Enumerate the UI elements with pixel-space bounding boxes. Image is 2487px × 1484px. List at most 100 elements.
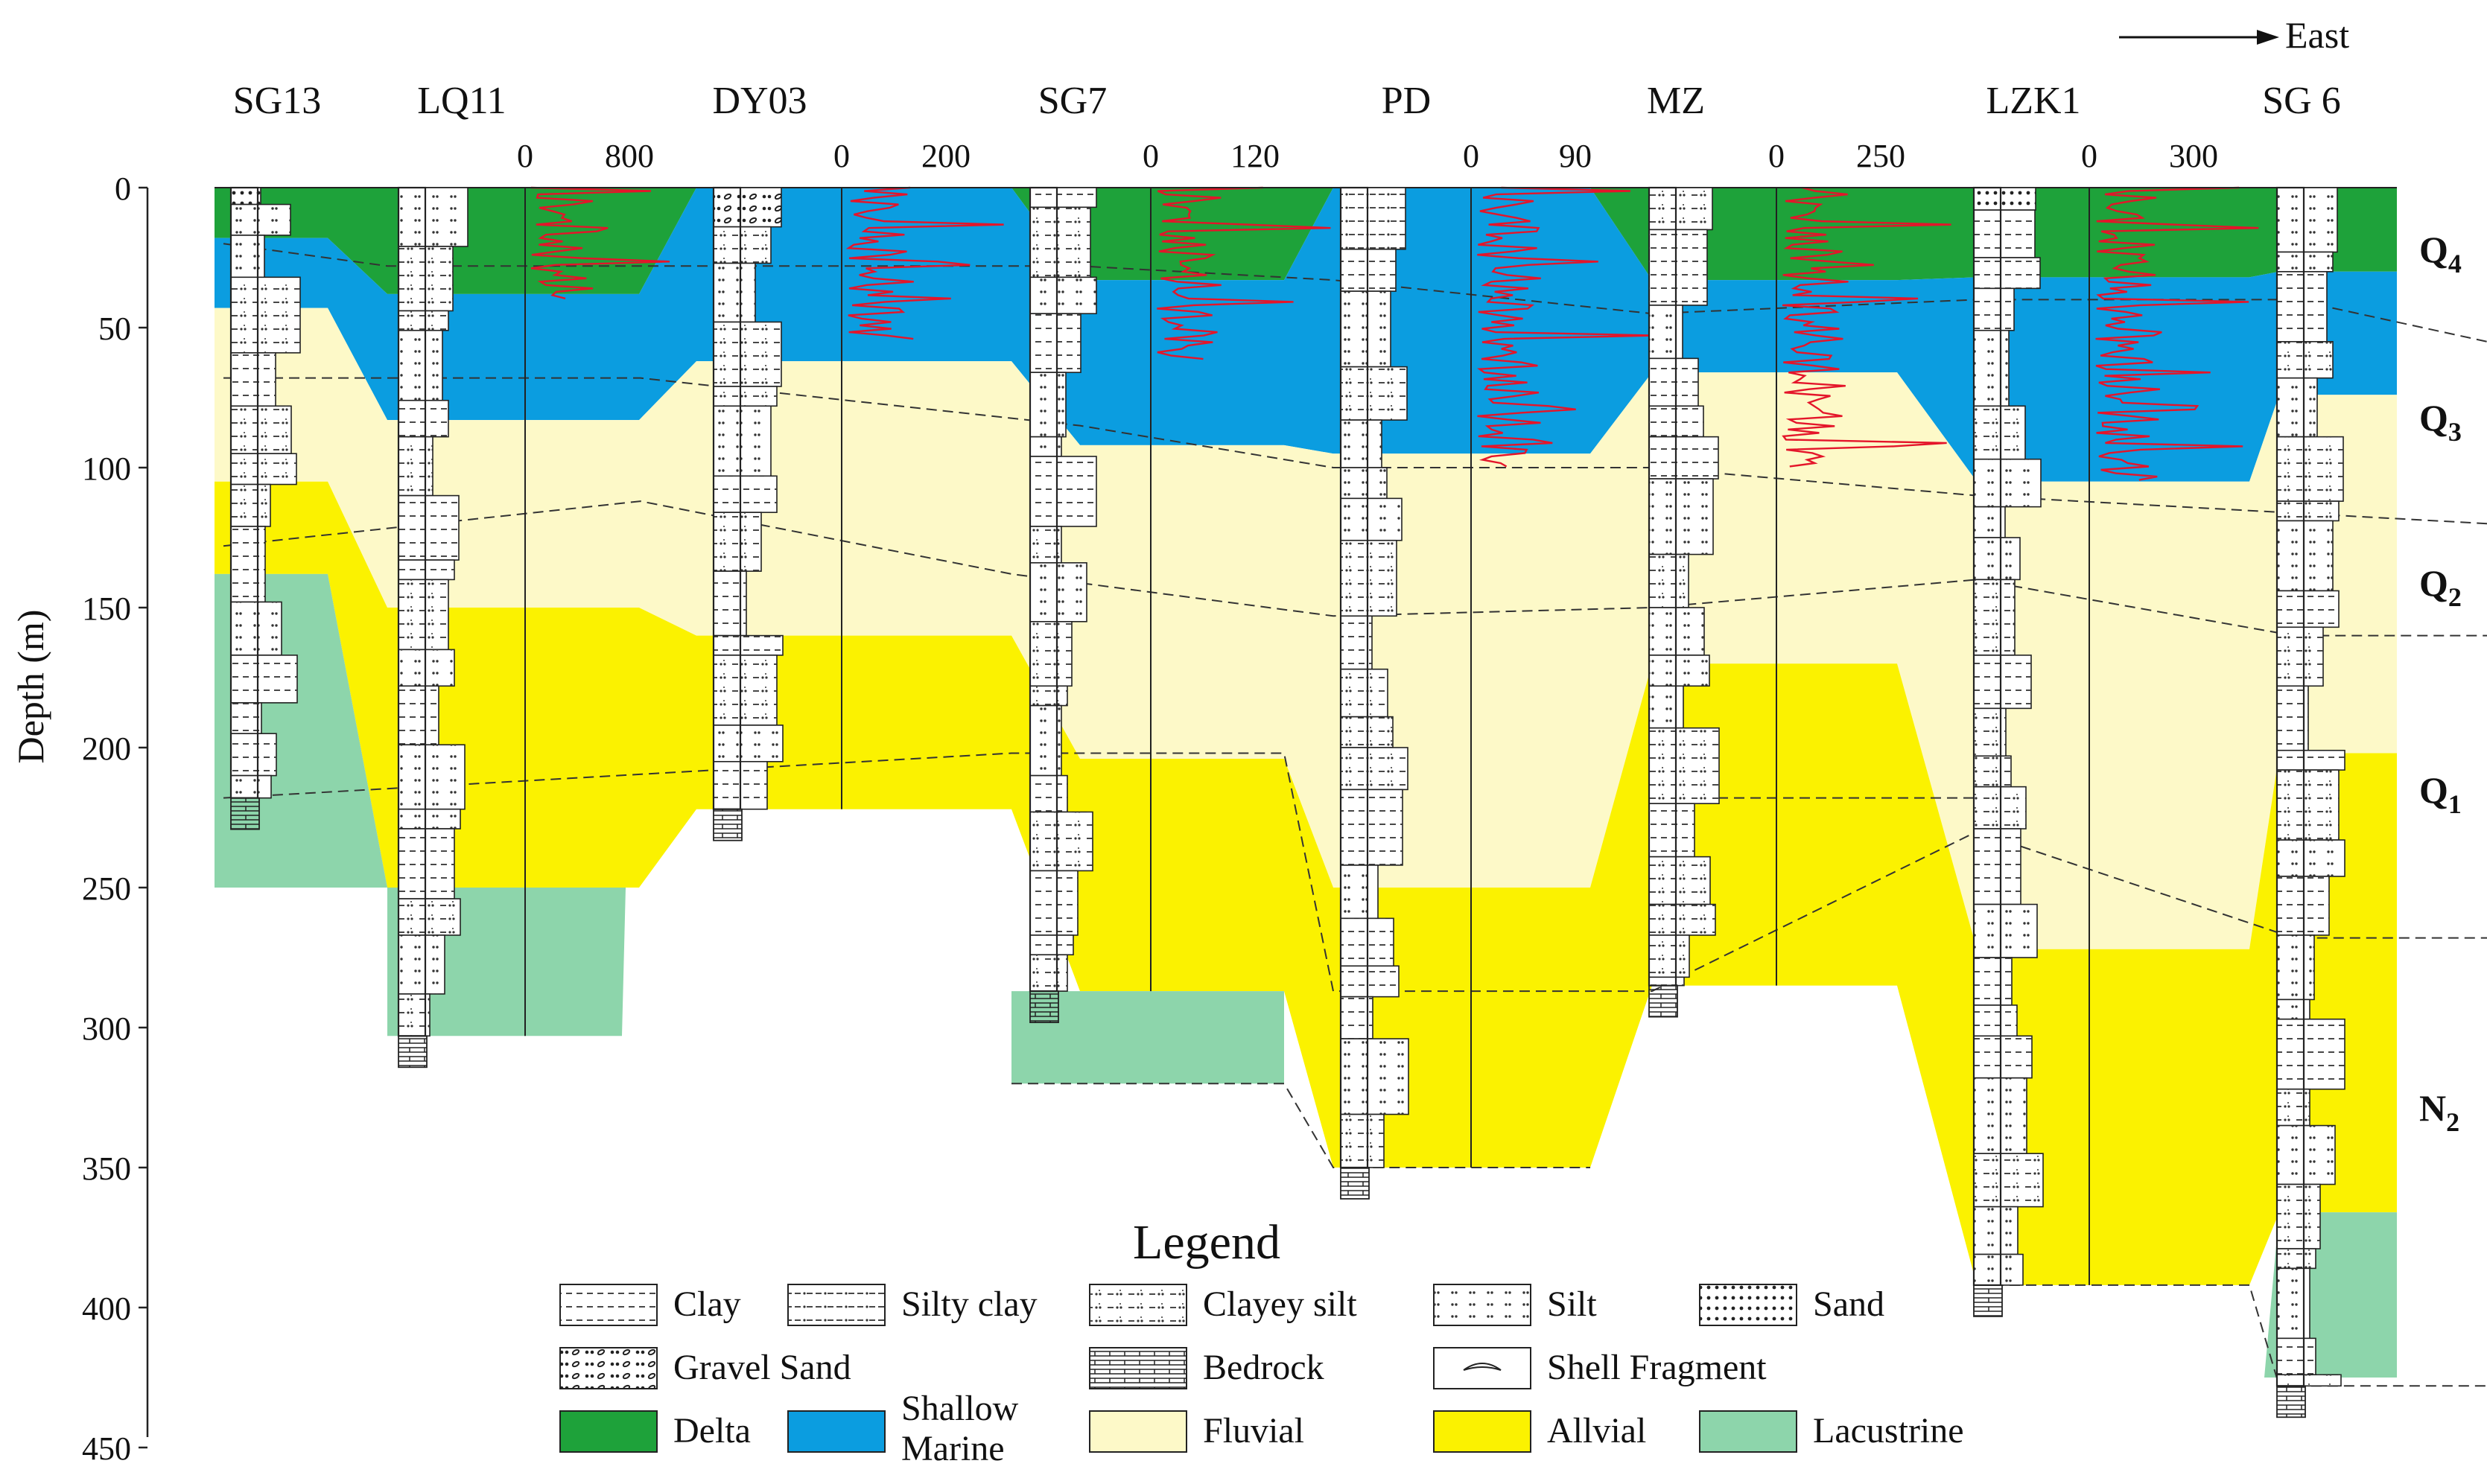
lithology-pattern (1974, 756, 2011, 787)
bedrock-base (398, 1035, 428, 1069)
depth-tick-label: 0 (115, 171, 131, 207)
measurement-curve (845, 186, 1004, 340)
unit-label: N2 (2419, 1087, 2459, 1137)
scale-min-label: 0 (1768, 138, 1785, 174)
legend-item-gravel-sand: Gravel Sand (559, 1347, 851, 1389)
unit-label: Q2 (2419, 562, 2462, 612)
lithology-pattern (714, 188, 781, 227)
lithology-pattern (1341, 188, 1406, 249)
legend-label: Clay (673, 1284, 741, 1324)
lithology-pattern (1974, 1036, 2032, 1078)
arrow-right-icon (2257, 30, 2279, 45)
facies-layer (215, 188, 2397, 1378)
well-name: SG13 (233, 80, 321, 122)
depth-tick-label: 450 (82, 1430, 131, 1467)
lithology-pattern (1030, 812, 1093, 871)
lithology-pattern (231, 702, 261, 734)
lithology-pattern (1649, 655, 1709, 687)
unit-subscript: 3 (2448, 417, 2462, 447)
correlation-line (223, 752, 2487, 993)
lithology-pattern (1974, 538, 2020, 580)
legend-label: Sand (1813, 1284, 1884, 1324)
well-column (2275, 186, 2345, 1418)
legend-swatch (1089, 1410, 1187, 1453)
lithology-pattern (2277, 501, 2339, 521)
lithology-pattern (1030, 207, 1090, 278)
correlation-line (223, 243, 2487, 343)
lithology-pattern (2277, 378, 2317, 437)
legend-label: Clayey silt (1203, 1284, 1357, 1324)
unit-label: Q1 (2419, 769, 2462, 819)
lithology-pattern (1341, 498, 1402, 541)
unit-label: Q4 (2419, 229, 2462, 278)
lithology-pattern (1030, 934, 1073, 955)
lithology-pattern (1974, 958, 2012, 1005)
legend-title: Legend (1133, 1215, 1280, 1270)
well-name: LQ11 (417, 80, 506, 122)
lithology-pattern (1649, 686, 1683, 728)
well-name: DY03 (712, 80, 807, 122)
correlation-line (1977, 1284, 2487, 1387)
lithology-pattern (398, 829, 454, 899)
well-column (1972, 186, 2044, 1317)
lithology-pattern (1649, 305, 1683, 359)
lithology-pattern (231, 775, 271, 798)
lithology-pattern (1341, 540, 1397, 617)
direction-indicator: East (2119, 14, 2349, 56)
facies-delta (215, 188, 2397, 294)
scale-max-label: 800 (605, 138, 654, 174)
lithology-pattern (1974, 330, 2009, 407)
legend-swatch (1699, 1410, 1797, 1453)
correlation-line (223, 500, 2487, 637)
scale-min-label: 0 (1143, 138, 1159, 174)
unit-subscript: 2 (2446, 1107, 2459, 1137)
legend-swatch-pattern (1700, 1284, 1797, 1325)
lithology-pattern (1341, 420, 1382, 468)
scale-max-label: 300 (2169, 138, 2218, 174)
depth-tick-label: 400 (82, 1290, 131, 1327)
legend-label: Lacustrine (1813, 1411, 1964, 1450)
lithology-pattern (1649, 977, 1684, 986)
legend: Legend Clay Silty clay Clayey silt Silt Sand… (559, 1215, 1964, 1468)
legend-label: Shallow (901, 1389, 1019, 1428)
lithology-pattern (398, 188, 468, 246)
legend-swatch (1433, 1347, 1531, 1389)
lithology-pattern (398, 436, 433, 496)
well-column (1339, 186, 1409, 1200)
lithology-pattern (1649, 436, 1718, 480)
lithology-pattern (2277, 840, 2345, 876)
lithology-pattern (2277, 1375, 2341, 1386)
legend-item-clay: Clay (559, 1284, 741, 1326)
lithology-pattern (2277, 1019, 2345, 1089)
legend-item-silt: Silt (1433, 1284, 1597, 1326)
lithology-pattern (1974, 459, 2041, 507)
legend-label: Fluvial (1203, 1411, 1304, 1450)
legend-swatch-pattern (1090, 1284, 1187, 1325)
scale-min-label: 0 (517, 138, 533, 174)
lithology-pattern (714, 725, 783, 762)
bedrock-base (1029, 990, 1059, 1024)
lithology-pattern (1341, 366, 1407, 421)
lithology-pattern (231, 406, 291, 454)
lithology-pattern (714, 226, 771, 264)
legend-swatch-pattern (788, 1284, 885, 1325)
depth-axis: Depth (m) 0 50 100 150 200 250 300 350 400 450 (10, 171, 149, 1467)
lithology-pattern (398, 809, 460, 829)
lithology-pattern (1030, 313, 1081, 373)
lithology-pattern (398, 330, 442, 401)
legend-label: Shell Fragment (1547, 1348, 1767, 1387)
lithology-pattern (714, 655, 777, 725)
measurement-curve (1782, 186, 1951, 468)
depth-tick-label: 350 (82, 1150, 131, 1187)
depth-tick-label: 300 (82, 1010, 131, 1047)
depth-axis-label: Depth (m) (10, 610, 51, 764)
unit-subscript: 2 (2448, 582, 2462, 612)
lithology-pattern (2277, 1249, 2316, 1269)
legend-item-shell-fragment: Shell Fragment (1433, 1347, 1767, 1389)
lithology-pattern (714, 263, 755, 322)
lithology-pattern (1974, 258, 2040, 289)
lithology-pattern (1030, 955, 1067, 992)
unit-subscript: 4 (2448, 249, 2462, 278)
legend-label: Allvial (1547, 1411, 1646, 1450)
